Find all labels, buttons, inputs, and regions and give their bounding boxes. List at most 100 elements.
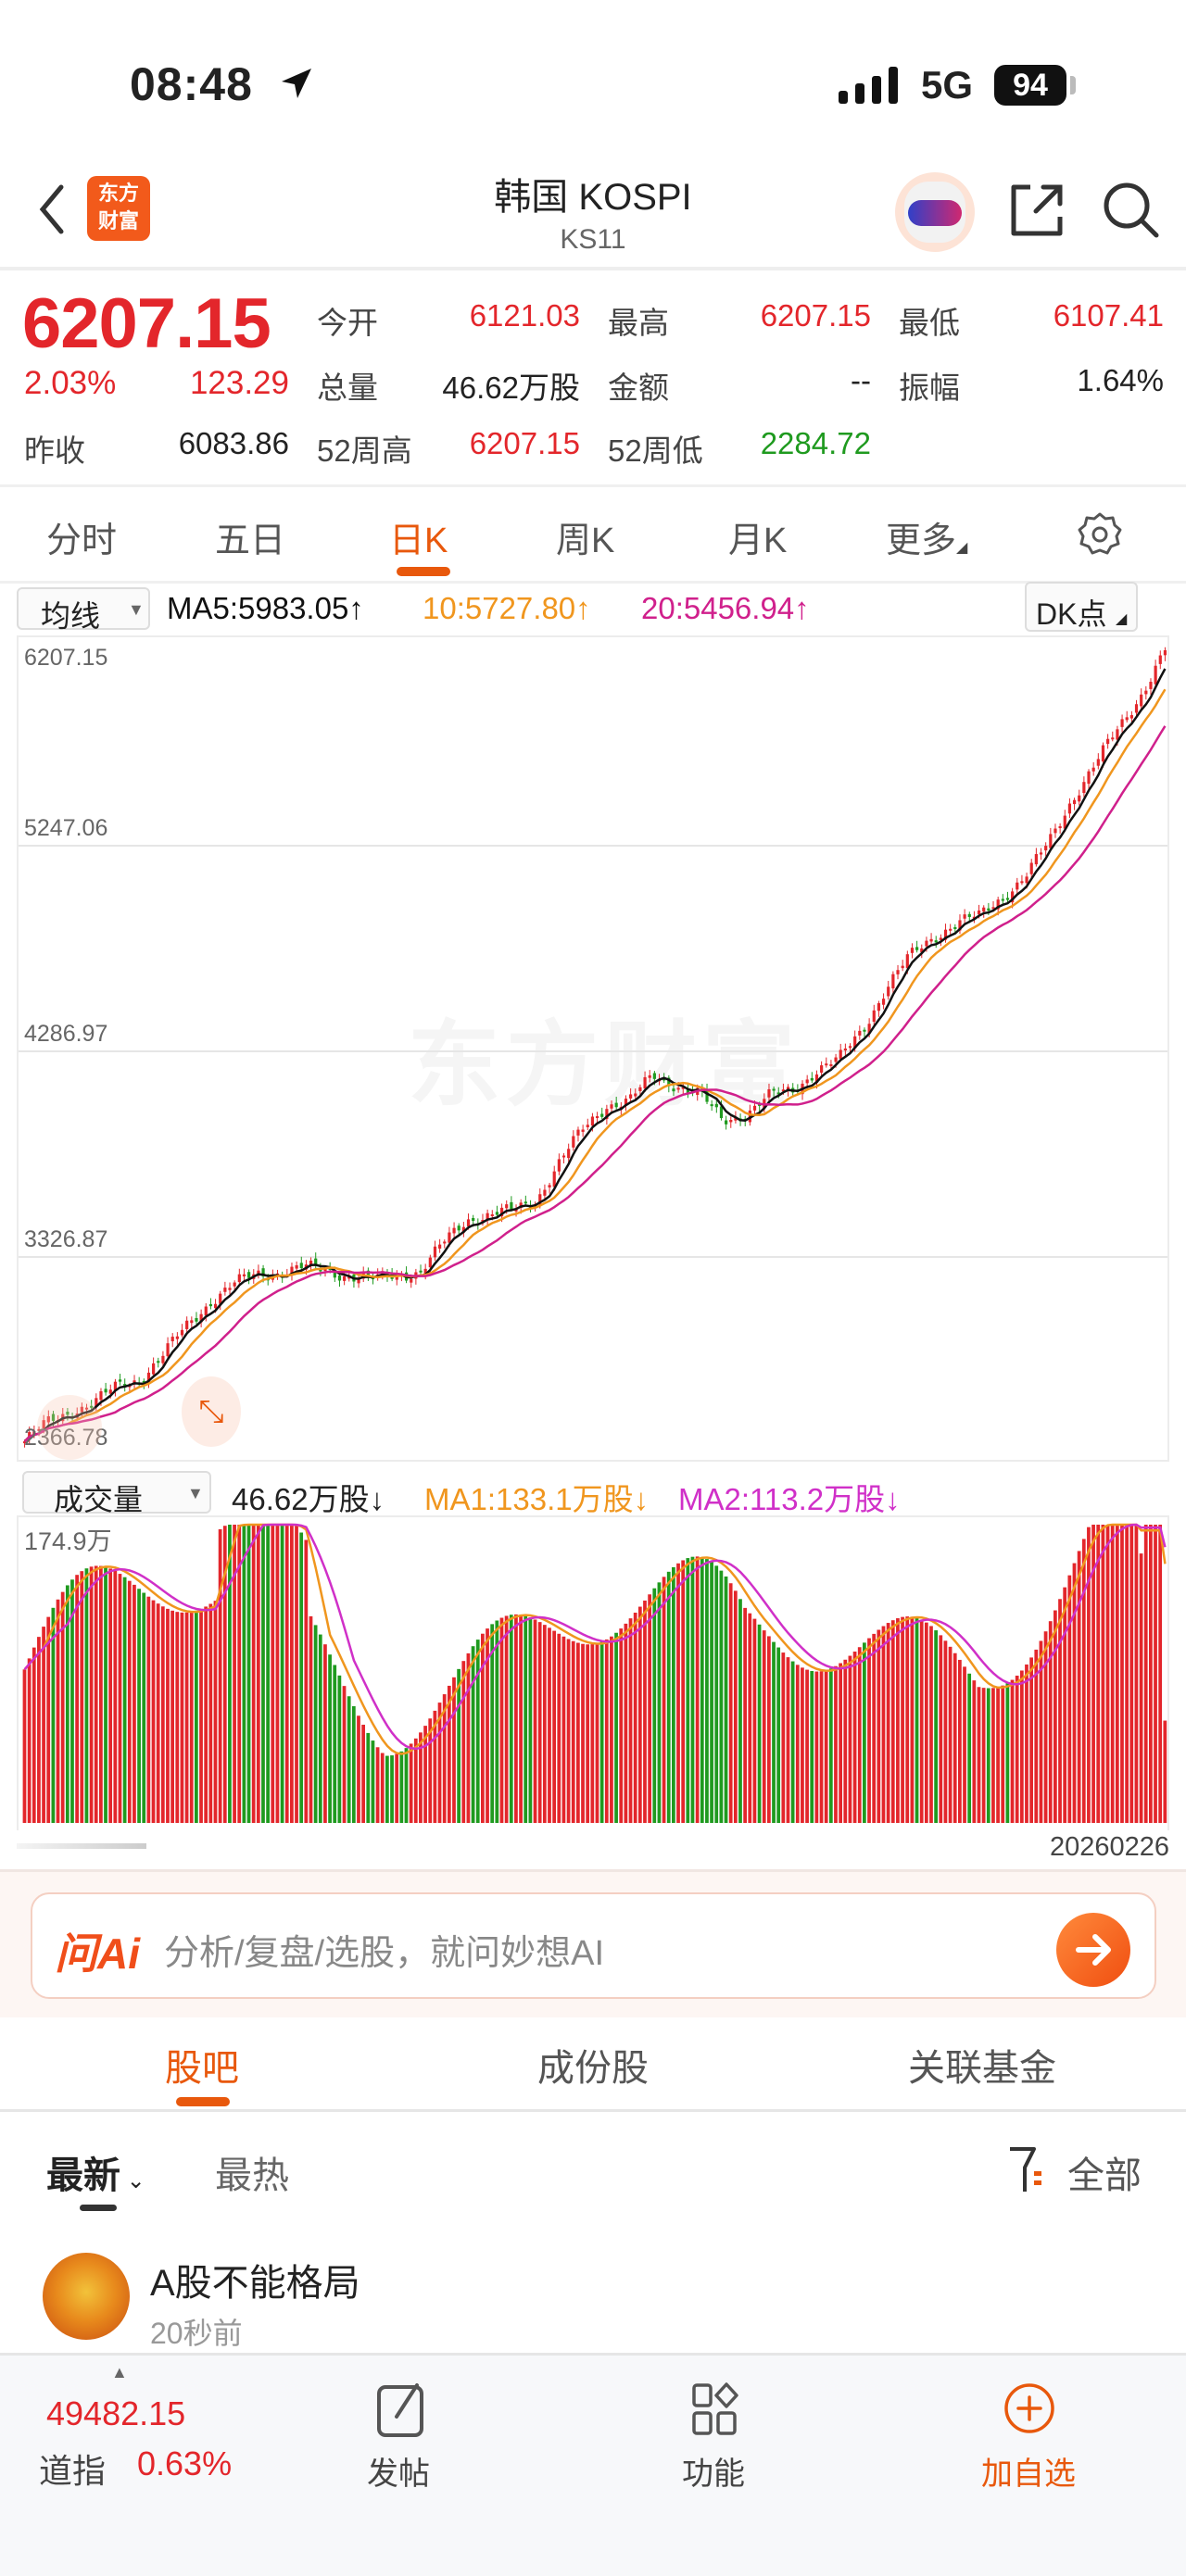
ai-query-input[interactable]: 问Ai 分析/复盘/选股，就问妙想AI <box>31 1892 1156 1999</box>
tab-more-label: 更多 <box>886 521 957 560</box>
status-bar: 08:48 5G 94 <box>0 0 1186 157</box>
indicator-selector-ma[interactable]: 均线 ▼ <box>17 587 150 633</box>
price-series-plot <box>22 647 1167 1448</box>
page-title: 韩国 KOSPI <box>494 177 692 218</box>
functions-label: 功能 <box>682 2457 745 2492</box>
functions-button[interactable]: 功能 <box>621 2356 806 2504</box>
share-icon[interactable] <box>1008 182 1066 239</box>
index-ticker[interactable]: ▲ 49482.15 道指 0.63% <box>0 2356 278 2504</box>
volume-chart[interactable]: 174.9万 <box>17 1515 1169 1830</box>
author-avatar[interactable] <box>43 2253 130 2340</box>
dk-point-button[interactable]: DK点 ◢ <box>1025 582 1138 632</box>
field-value-amount: -- <box>851 363 871 397</box>
field-label-open: 今开 <box>317 306 378 340</box>
post-label: 发帖 <box>367 2457 430 2492</box>
volume-legend-bar: 成交量 ▼ 46.62万股↓ MA1:133.1万股↓ MA2:113.2万股↓ <box>0 1469 1186 1516</box>
last-price: 6207.15 <box>22 284 271 363</box>
sort-hottest[interactable]: 最热 <box>215 2155 289 2196</box>
ai-input-placeholder: 分析/复盘/选股，就问妙想AI <box>164 1934 605 1973</box>
chart-scroll-indicator[interactable] <box>17 1843 146 1849</box>
field-value-volume: 46.62万股 <box>442 371 580 405</box>
index-change: 0.63% <box>137 2444 233 2482</box>
dropdown-corner-icon: ◢ <box>956 540 968 556</box>
cellular-signal-icon <box>839 67 898 104</box>
dk-point-label: DK点 <box>1036 597 1107 631</box>
volume-ma2: MA2:113.2万股↓ <box>678 1482 901 1516</box>
dropdown-triangle-icon: ▼ <box>187 1484 204 1502</box>
indicator-selector-label: 均线 <box>41 599 101 633</box>
ai-submit-button[interactable] <box>1056 1913 1130 1987</box>
y-axis-label: 5247.06 <box>24 815 108 841</box>
clock: 08:48 <box>130 58 253 110</box>
ma10-value: 10:5727.80↑ <box>423 591 591 625</box>
field-label-high: 最高 <box>608 306 669 340</box>
tab-five-day[interactable]: 五日 <box>215 521 286 560</box>
ai-logo: 问Ai <box>55 1929 140 1978</box>
field-value-prev-close: 6083.86 <box>178 426 289 460</box>
field-label-52w-low: 52周低 <box>608 434 703 468</box>
field-label-amount: 金额 <box>608 371 669 405</box>
sort-indicator <box>80 2205 117 2211</box>
period-tabs: 分时 五日 日K 周K 月K 更多◢ <box>0 487 1186 584</box>
change-amount: 123.29 <box>189 365 289 401</box>
tab-more[interactable]: 更多◢ <box>886 511 967 562</box>
filter-all[interactable]: 全部 <box>1067 2155 1142 2196</box>
app-logo[interactable]: 东方 财富 <box>87 176 150 241</box>
tab-constituents[interactable]: 成份股 <box>537 2048 649 2089</box>
tab-weekly-k[interactable]: 周K <box>556 521 615 560</box>
ai-assistant-robot-icon[interactable] <box>895 172 975 252</box>
watermark: 东方财富 <box>408 1013 801 1117</box>
settings-gear-icon[interactable] <box>1077 511 1123 558</box>
active-tab-indicator <box>397 567 450 576</box>
compose-icon <box>377 2383 423 2437</box>
search-icon[interactable] <box>1101 180 1160 239</box>
sort-latest[interactable]: 最新 ⌄ <box>46 2145 145 2199</box>
field-value-52w-low: 2284.72 <box>760 426 871 460</box>
collapse-hint-circle <box>37 1395 102 1460</box>
post-button[interactable]: 发帖 <box>306 2356 491 2504</box>
ma-legend-bar: 均线 ▼ MA5:5983.05↑ 10:5727.80↑ 20:5456.94… <box>0 582 1186 635</box>
post-time: 20秒前 <box>150 2317 243 2350</box>
tab-related-funds[interactable]: 关联基金 <box>908 2048 1056 2089</box>
plus-circle-icon <box>1004 2383 1054 2433</box>
field-value-low: 6107.41 <box>1053 298 1164 333</box>
expand-fullscreen-icon[interactable]: ⤡ <box>182 1376 241 1447</box>
active-tab-indicator <box>176 2097 230 2106</box>
post-item[interactable]: A股不能格局 20秒前 <box>0 2214 1186 2353</box>
candlestick-chart[interactable]: 东方财富 6207.15 5247.06 4286.97 3326.87 236… <box>17 635 1169 1462</box>
ai-assistant-section: 问Ai 分析/复盘/选股，就问妙想AI <box>0 1869 1186 2017</box>
volume-max-label: 174.9万 <box>24 1527 112 1555</box>
dropdown-triangle-icon: ▼ <box>128 600 145 619</box>
nav-header: 东方 财富 韩国 KOSPI KS11 <box>0 157 1186 270</box>
battery-tip <box>1070 76 1076 94</box>
tab-daily-k[interactable]: 日K <box>389 521 448 560</box>
field-value-high: 6207.15 <box>760 298 871 333</box>
back-chevron-icon[interactable] <box>37 183 65 235</box>
add-to-watchlist-button[interactable]: 加自选 <box>936 2356 1121 2504</box>
field-label-52w-high: 52周高 <box>317 434 412 468</box>
add-to-watchlist-label: 加自选 <box>981 2457 1076 2492</box>
y-axis-label: 4286.97 <box>24 1021 108 1047</box>
volume-ma1: MA1:133.1万股↓ <box>424 1482 650 1516</box>
tab-monthly-k[interactable]: 月K <box>728 521 788 560</box>
author-name[interactable]: A股不能格局 <box>150 2263 360 2304</box>
logo-line-1: 东方 <box>97 182 139 205</box>
sort-row: 最新 ⌄ 最热 全部 <box>0 2112 1186 2214</box>
filter-funnel-icon[interactable] <box>1006 2145 1047 2195</box>
sort-latest-label: 最新 <box>46 2155 120 2196</box>
field-label-prev-close: 昨收 <box>24 434 85 468</box>
y-axis-label: 3326.87 <box>24 1226 108 1252</box>
volume-selector-label: 成交量 <box>54 1483 144 1516</box>
volume-value: 46.62万股↓ <box>232 1482 385 1516</box>
grid-apps-icon <box>692 2382 738 2435</box>
tab-intraday[interactable]: 分时 <box>46 521 118 560</box>
indicator-selector-volume[interactable]: 成交量 ▼ <box>22 1471 211 1516</box>
bottom-toolbar: ▲ 49482.15 道指 0.63% 发帖 功能 加自选 <box>0 2353 1186 2576</box>
index-value: 49482.15 <box>46 2394 186 2432</box>
grid-line <box>19 1256 1167 1258</box>
battery-icon: 94 <box>994 65 1066 106</box>
up-triangle-icon: ▲ <box>111 2363 128 2381</box>
tab-guba[interactable]: 股吧 <box>165 2048 239 2089</box>
index-name: 道指 <box>39 2452 107 2490</box>
chart-date-label: 20260226 <box>1049 1832 1169 1862</box>
